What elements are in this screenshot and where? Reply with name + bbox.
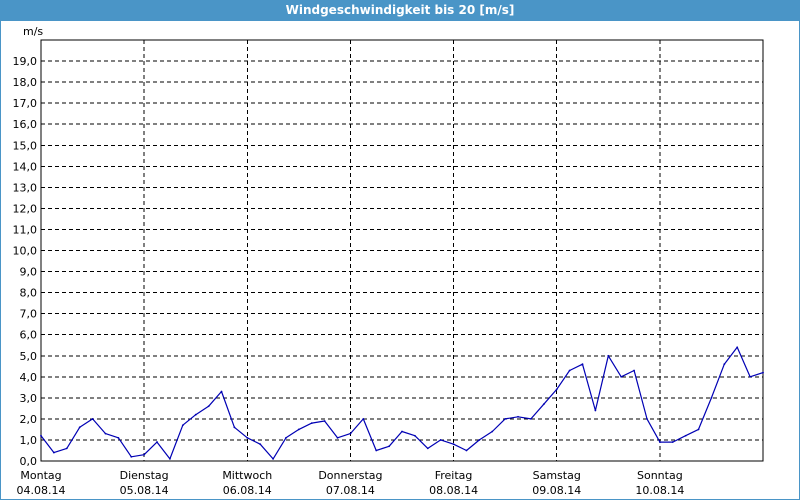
data-point xyxy=(272,457,274,460)
x-date-label: 04.08.14 xyxy=(17,484,66,497)
data-point xyxy=(581,363,584,366)
data-point xyxy=(194,413,197,416)
data-point xyxy=(491,430,494,433)
data-point xyxy=(413,434,416,437)
data-point xyxy=(504,418,507,420)
data-point xyxy=(297,428,300,431)
data-point xyxy=(762,371,764,374)
data-point xyxy=(671,441,674,443)
data-point xyxy=(697,428,700,431)
y-tick-label: 12,0 xyxy=(13,202,38,215)
y-axis-unit-label: m/s xyxy=(23,25,43,38)
data-point xyxy=(607,354,610,357)
data-point xyxy=(478,439,481,441)
x-day-label: Donnerstag xyxy=(318,469,382,482)
data-point xyxy=(259,443,262,446)
data-point xyxy=(633,369,635,372)
data-point xyxy=(452,443,455,446)
data-point xyxy=(65,447,68,450)
y-tick-label: 19,0 xyxy=(13,55,38,68)
data-point xyxy=(207,405,210,408)
plot-area-border xyxy=(40,39,764,462)
data-point xyxy=(620,375,623,378)
series-line xyxy=(40,346,764,460)
data-point xyxy=(439,439,442,441)
data-point xyxy=(426,447,429,450)
data-point xyxy=(517,415,519,418)
data-point xyxy=(233,426,236,429)
data-point xyxy=(401,430,403,433)
chart-title: Windgeschwindigkeit bis 20 [m/s] xyxy=(0,0,800,22)
data-point xyxy=(568,369,571,372)
x-day-label: Sonntag xyxy=(637,469,683,482)
data-point xyxy=(323,420,326,422)
y-tick-label: 1,0 xyxy=(20,434,38,447)
y-tick-label: 5,0 xyxy=(20,350,38,363)
data-point xyxy=(310,422,313,425)
y-tick-label: 18,0 xyxy=(13,76,38,89)
y-tick-label: 3,0 xyxy=(20,392,38,405)
data-point xyxy=(104,432,107,435)
x-date-label: 06.08.14 xyxy=(223,484,272,497)
data-point xyxy=(285,436,287,439)
data-point xyxy=(684,434,687,437)
y-tick-label: 16,0 xyxy=(13,118,38,131)
data-point xyxy=(349,432,352,435)
data-point xyxy=(594,409,597,412)
y-tick-label: 13,0 xyxy=(13,181,38,194)
y-tick-label: 0,0 xyxy=(20,455,38,468)
y-tick-label: 4,0 xyxy=(20,371,38,384)
data-point xyxy=(52,451,55,454)
x-date-label: 10.08.14 xyxy=(635,484,684,497)
x-date-label: 07.08.14 xyxy=(326,484,375,497)
x-day-label: Mittwoch xyxy=(222,469,272,482)
data-point xyxy=(749,375,752,378)
data-point xyxy=(220,390,223,393)
data-point xyxy=(555,388,558,391)
chart-frame: 0,0 1,0 2,0 3,0 4,0 5,0 6,0 7,0 8,0 9,0 10,0 11,0 12… xyxy=(0,21,800,500)
y-tick-label: 14,0 xyxy=(13,160,38,173)
data-point xyxy=(156,441,158,443)
data-point xyxy=(736,346,739,349)
wind-speed-chart: 0,0 1,0 2,0 3,0 4,0 5,0 6,0 7,0 8,0 9,0 10,0 11,0 12… xyxy=(13,25,764,497)
data-point xyxy=(336,436,339,439)
x-day-label: Dienstag xyxy=(120,469,169,482)
y-tick-label: 10,0 xyxy=(13,245,38,258)
x-date-label: 05.08.14 xyxy=(120,484,169,497)
data-point xyxy=(117,436,120,439)
data-point xyxy=(710,396,713,399)
y-tick-label: 11,0 xyxy=(13,223,38,236)
data-point xyxy=(465,449,468,452)
data-point xyxy=(388,445,391,448)
data-point xyxy=(723,363,726,366)
x-day-label: Samstag xyxy=(533,469,581,482)
data-point xyxy=(530,418,532,420)
data-point xyxy=(130,455,133,458)
data-point xyxy=(169,457,171,460)
data-point xyxy=(362,418,365,420)
x-date-label: 08.08.14 xyxy=(429,484,478,497)
data-point xyxy=(375,449,378,452)
y-tick-label: 9,0 xyxy=(20,266,38,279)
y-tick-label: 15,0 xyxy=(13,139,38,152)
x-day-label: Freitag xyxy=(435,469,473,482)
data-point xyxy=(143,453,146,456)
data-point xyxy=(78,426,81,429)
data-point xyxy=(91,418,94,420)
x-day-label: Montag xyxy=(20,469,61,482)
data-point xyxy=(181,424,184,427)
data-point xyxy=(40,434,42,437)
data-point xyxy=(658,441,661,443)
y-tick-label: 7,0 xyxy=(20,308,38,321)
y-tick-label: 2,0 xyxy=(20,413,38,426)
y-tick-label: 8,0 xyxy=(20,287,38,300)
y-tick-label: 17,0 xyxy=(13,97,38,110)
y-tick-label: 6,0 xyxy=(20,329,38,342)
data-point xyxy=(246,436,249,439)
x-date-label: 09.08.14 xyxy=(532,484,581,497)
data-point xyxy=(646,418,648,420)
data-point xyxy=(542,403,545,406)
